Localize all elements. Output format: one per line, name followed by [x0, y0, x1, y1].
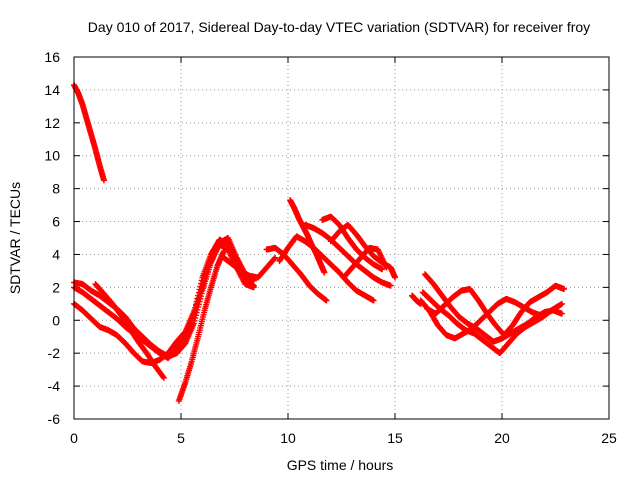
- x-tick-label: 5: [177, 430, 185, 446]
- series-arc-1: [71, 81, 107, 184]
- data-point: [370, 297, 377, 304]
- y-tick-label: 2: [52, 279, 60, 295]
- y-tick-label: 14: [44, 82, 60, 98]
- data-point: [392, 274, 398, 281]
- data-point: [197, 293, 204, 300]
- plot-area: [71, 81, 568, 404]
- x-axis-label: GPS time / hours: [287, 457, 394, 473]
- series-arc-19: [409, 292, 424, 307]
- y-axis-label: SDTVAR / TECUs: [7, 182, 23, 294]
- series-arc-10: [287, 197, 328, 276]
- tick-labels: 0 5 10 15 20 25 -6 -4 -2 0 2 4 6 8 10 12 14 16: [44, 49, 617, 446]
- y-tick-label: -4: [48, 378, 61, 394]
- data-point: [190, 320, 197, 327]
- series-arc-7: [220, 254, 279, 281]
- y-tick-label: 4: [52, 246, 60, 262]
- y-tick-label: -2: [48, 345, 61, 361]
- data-point: [417, 300, 424, 307]
- x-tick-label: 15: [387, 430, 403, 446]
- x-tick-label: 10: [280, 430, 296, 446]
- chart-title: Day 010 of 2017, Sidereal Day-to-day VTE…: [88, 19, 590, 35]
- data-point: [272, 254, 279, 261]
- data-point: [195, 289, 202, 296]
- data-point: [100, 177, 107, 184]
- data-point: [191, 317, 198, 324]
- data-point: [160, 374, 167, 381]
- data-point: [323, 297, 330, 304]
- data-point: [271, 255, 278, 262]
- data-point: [383, 264, 390, 271]
- data-point: [160, 373, 167, 380]
- y-tick-label: -6: [48, 411, 61, 427]
- series-arc-14: [340, 244, 390, 281]
- data-point: [558, 310, 565, 317]
- plot-frame: [73, 56, 610, 420]
- series-arc-5: [92, 281, 167, 381]
- data-point: [192, 315, 199, 322]
- data-point: [197, 295, 204, 302]
- series-arc-6: [175, 248, 227, 404]
- x-tick-label: 0: [70, 430, 78, 446]
- data-point: [198, 277, 205, 284]
- data-point: [192, 312, 199, 319]
- y-tick-label: 16: [44, 49, 60, 65]
- data-point: [195, 304, 202, 311]
- y-tick-label: 12: [44, 115, 60, 131]
- data-point: [558, 300, 565, 307]
- y-tick-label: 8: [52, 181, 60, 197]
- data-point: [561, 286, 568, 293]
- data-point: [387, 282, 394, 289]
- data-point: [195, 301, 202, 308]
- grid: [74, 57, 609, 419]
- data-point: [379, 266, 386, 273]
- x-tick-label: 20: [494, 430, 510, 446]
- y-tick-label: 0: [52, 312, 60, 328]
- data-point: [196, 298, 203, 305]
- data-point: [193, 309, 200, 316]
- data-point: [220, 248, 227, 255]
- data-point: [196, 286, 203, 293]
- data-point: [198, 290, 205, 297]
- data-point: [194, 306, 201, 313]
- data-point: [554, 304, 561, 311]
- series-arc-18: [417, 295, 561, 342]
- y-tick-label: 6: [52, 214, 60, 230]
- x-tick-label: 25: [601, 430, 617, 446]
- y-tick-label: 10: [44, 148, 60, 164]
- data-point: [321, 269, 328, 276]
